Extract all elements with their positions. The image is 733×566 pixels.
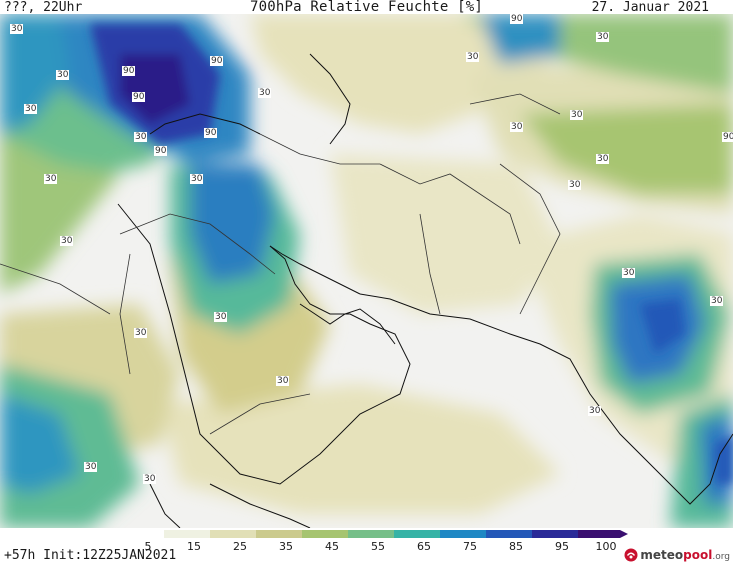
contour-label: 30	[466, 52, 480, 62]
map-title: 700hPa Relative Feuchte [%]	[250, 0, 483, 15]
contour-label: 30	[510, 122, 524, 132]
scale-swatch	[348, 530, 394, 538]
contour-label: 30	[84, 462, 98, 472]
contour-label: 30	[143, 474, 157, 484]
contour-label: 90	[510, 14, 524, 24]
logo-wordmark: meteopool.org	[640, 548, 730, 562]
scale-tick-label: 45	[325, 540, 339, 553]
contour-label: 90	[132, 92, 146, 102]
scale-tick-label: 85	[509, 540, 523, 553]
contour-label: 30	[134, 132, 148, 142]
contour-label: 30	[60, 236, 74, 246]
scale-tick-label: 15	[187, 540, 201, 553]
humidity-field-cores	[90, 24, 733, 484]
color-scale-bar	[118, 530, 628, 538]
scale-tick-label: 35	[279, 540, 293, 553]
scale-tick-label: 5	[144, 540, 152, 553]
contour-label: 30	[214, 312, 228, 322]
logo-brand-dark: meteo	[640, 548, 684, 562]
humidity-map-graphic	[0, 14, 733, 528]
scale-swatch	[210, 530, 256, 538]
logo-brand-red: pool	[683, 548, 713, 562]
contour-label: 30	[44, 174, 58, 184]
meteopool-logo[interactable]: meteopool.org	[624, 546, 730, 564]
contour-label: 30	[190, 174, 204, 184]
contour-label: 30	[276, 376, 290, 386]
contour-label: 30	[596, 154, 610, 164]
contour-label: 90	[204, 128, 218, 138]
scale-swatch	[440, 530, 486, 538]
contour-label: 30	[570, 110, 584, 120]
contour-label: 90	[122, 66, 136, 76]
scale-swatch	[578, 530, 628, 538]
contour-label: 30	[24, 104, 38, 114]
scale-swatch	[256, 530, 302, 538]
coastlines	[117, 53, 733, 528]
scale-tick-label: 95	[555, 540, 569, 553]
contour-label: 30	[568, 180, 582, 190]
contour-label: 90	[722, 132, 733, 142]
color-scale-graphic	[118, 530, 628, 538]
contour-label: 30	[10, 24, 24, 34]
contour-label: 30	[596, 32, 610, 42]
scale-swatch	[302, 530, 348, 538]
scale-swatch	[164, 530, 210, 538]
scale-tick-label: 55	[371, 540, 385, 553]
humidity-map[interactable]: 30 30 30 30 30 30 30 30 30 30 30 30 30 3…	[0, 14, 733, 528]
logo-tld: .org	[712, 552, 730, 562]
scale-tick-label: 25	[233, 540, 247, 553]
borders	[0, 93, 561, 435]
contour-label: 30	[622, 268, 636, 278]
scale-swatch	[118, 530, 164, 538]
scale-swatch	[486, 530, 532, 538]
scale-tick-label: 75	[463, 540, 477, 553]
model-run-info: +57h Init:12Z25JAN2021	[4, 548, 177, 563]
scale-swatch	[394, 530, 440, 538]
contour-label: 90	[154, 146, 168, 156]
contour-label: 30	[258, 88, 272, 98]
meteopool-logo-icon	[624, 548, 638, 562]
contour-label: 30	[710, 296, 724, 306]
scale-tick-label: 100	[595, 540, 617, 553]
forecast-date: 27. Januar 2021	[591, 0, 709, 15]
contour-label: 30	[56, 70, 70, 80]
contour-label: 90	[210, 56, 224, 66]
forecast-time-label: ???, 22Uhr	[4, 0, 83, 15]
contour-label: 30	[134, 328, 148, 338]
scale-swatch	[532, 530, 578, 538]
contour-label: 30	[588, 406, 602, 416]
scale-tick-label: 65	[417, 540, 431, 553]
